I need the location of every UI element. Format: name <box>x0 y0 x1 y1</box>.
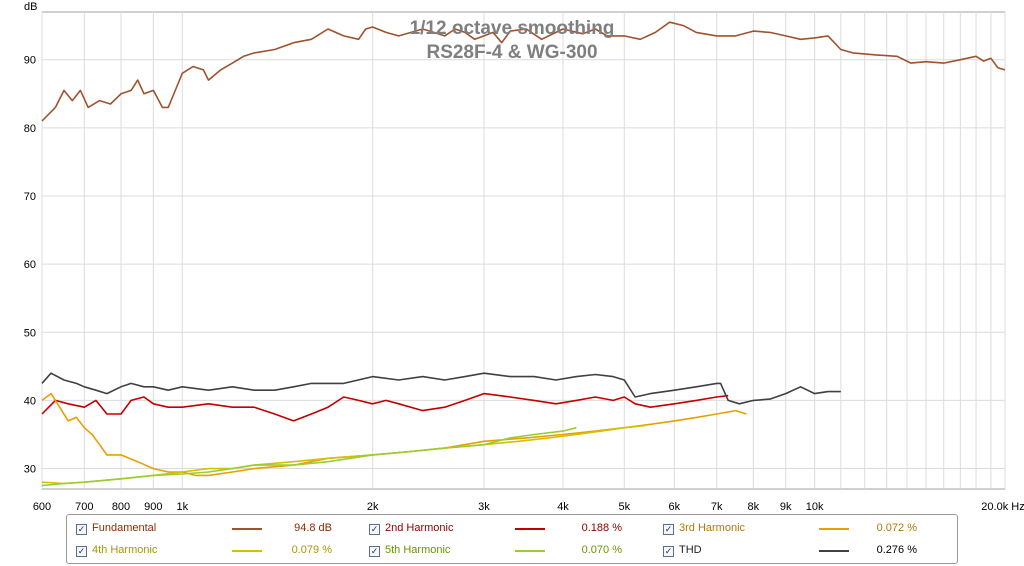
x-tick-label: 4k <box>557 501 569 512</box>
plot-area <box>41 11 1006 490</box>
legend-label: 3rd Harmonic <box>679 522 746 534</box>
y-tick-label: 90 <box>24 55 36 67</box>
legend-value: 0.070 % <box>581 544 622 556</box>
legend-item-thd: ✓ THD 0.276 % <box>663 542 963 560</box>
x-tick-label: 6k <box>669 501 681 512</box>
legend-item-2nd-harmonic: ✓ 2nd Harmonic 0.188 % <box>369 520 669 538</box>
legend-value: 0.072 % <box>876 522 917 534</box>
x-tick-label: 20.0k Hz <box>981 501 1024 512</box>
x-axis-ticks: 600 700 800 900 1k 2k 3k 4k 5k 6k 7k 8k 9k 10k 20.0k H… <box>33 501 1024 512</box>
legend-checkbox-fundamental[interactable]: ✓ <box>76 523 87 535</box>
x-tick-label: 600 <box>33 501 51 512</box>
y-tick-label: 70 <box>24 191 36 203</box>
y-axis-ticks: 30 40 50 60 70 80 90 <box>24 55 36 476</box>
legend-value: 94.8 dB <box>294 522 332 534</box>
grid-lines <box>41 12 1006 489</box>
x-tick-label: 5k <box>618 501 630 512</box>
x-tick-label: 9k <box>780 501 792 512</box>
legend-checkbox-5th-harmonic[interactable]: ✓ <box>369 545 380 557</box>
legend-label: 2nd Harmonic <box>385 522 454 534</box>
y-tick-label: 60 <box>24 259 36 271</box>
series-line-5th-harmonic <box>41 426 577 487</box>
y-tick-label: 80 <box>24 123 36 135</box>
x-tick-label: 7k <box>711 501 723 512</box>
series-lines <box>41 21 1006 487</box>
legend-item-fundamental: ✓ Fundamental 94.8 dB <box>76 520 376 538</box>
legend-label: THD <box>679 544 702 556</box>
x-tick-label: 1k <box>176 501 188 512</box>
frequency-response-chart: dB 600 700 800 900 1k 2k 3k 4k 5k 6k 7k 8k 9k 10k 20.0… <box>24 1 1024 512</box>
y-axis-unit-label: dB <box>24 1 37 13</box>
y-tick-label: 40 <box>24 395 36 407</box>
y-tick-label: 50 <box>24 327 36 339</box>
legend-label: 4th Harmonic <box>92 544 158 556</box>
legend-item-4th-harmonic: ✓ 4th Harmonic 0.079 % <box>76 542 376 560</box>
legend-checkbox-thd[interactable]: ✓ <box>663 545 674 557</box>
x-tick-label: 700 <box>75 501 93 512</box>
x-tick-label: 8k <box>748 501 760 512</box>
legend-value: 0.188 % <box>581 522 622 534</box>
series-line-thd <box>41 372 841 405</box>
legend-label: 5th Harmonic <box>385 544 451 556</box>
legend-checkbox-2nd-harmonic[interactable]: ✓ <box>369 523 380 535</box>
legend-swatch <box>515 528 545 530</box>
x-tick-label: 10k <box>806 501 824 512</box>
legend-checkbox-3rd-harmonic[interactable]: ✓ <box>663 523 674 535</box>
legend-label: Fundamental <box>92 522 157 534</box>
legend-value: 0.276 % <box>876 544 917 556</box>
legend-swatch <box>232 528 262 530</box>
legend-swatch <box>515 550 545 552</box>
legend-item-3rd-harmonic: ✓ 3rd Harmonic 0.072 % <box>663 520 963 538</box>
legend-swatch <box>819 550 849 552</box>
series-line-fundamental <box>41 21 1006 122</box>
legend-panel: ✓ Fundamental 94.8 dB ✓ 2nd Harmonic 0.188 % ✓… <box>66 514 958 564</box>
y-tick-label: 30 <box>24 464 36 476</box>
legend-item-5th-harmonic: ✓ 5th Harmonic 0.070 % <box>369 542 669 560</box>
legend-checkbox-4th-harmonic[interactable]: ✓ <box>76 545 87 557</box>
x-tick-label: 2k <box>367 501 379 512</box>
legend-swatch <box>819 528 849 530</box>
series-line-2nd-harmonic <box>41 392 729 422</box>
x-tick-label: 800 <box>112 501 130 512</box>
x-tick-label: 3k <box>478 501 490 512</box>
chart-title-line-2: RS28F-4 & WG-300 <box>426 42 597 63</box>
chart-title-line-1: 1/12 octave smoothing <box>410 18 615 39</box>
x-tick-label: 900 <box>144 501 162 512</box>
legend-swatch <box>232 550 262 552</box>
legend-value: 0.079 % <box>291 544 332 556</box>
